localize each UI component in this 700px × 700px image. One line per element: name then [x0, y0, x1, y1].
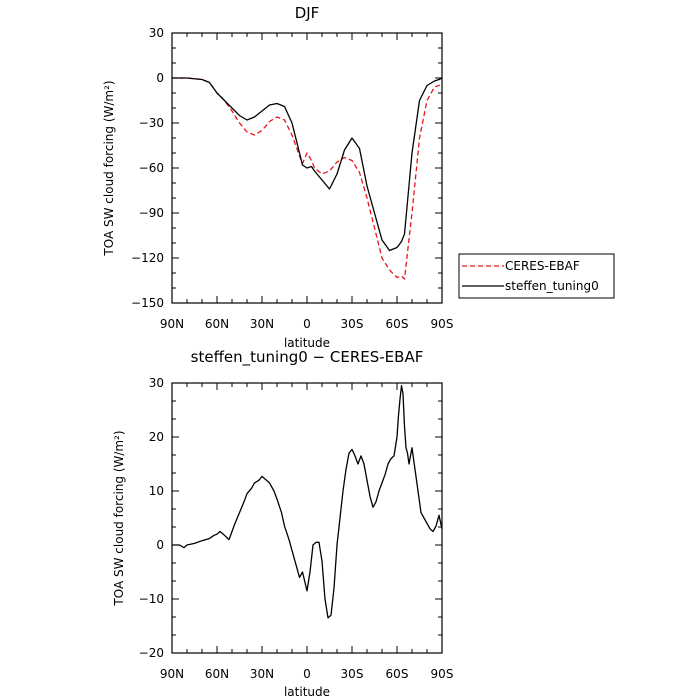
series-line-steffen-tuning0: [172, 77, 443, 252]
y-tick-label: 0: [156, 538, 164, 552]
y-tick-label: −60: [139, 161, 164, 175]
series-layer: [172, 385, 443, 619]
y-axis-label: TOA SW cloud forcing (W/m²): [102, 80, 116, 256]
x-tick-label: 0: [303, 667, 311, 681]
x-tick-label: 60N: [205, 667, 229, 681]
y-tick-label: −20: [139, 646, 164, 660]
x-tick-label: 90N: [160, 317, 184, 331]
x-tick-label: 90S: [431, 317, 454, 331]
chart-title: steffen_tuning0 − CERES-EBAF: [191, 348, 424, 367]
x-tick-label: 30N: [250, 667, 274, 681]
panel-difference: steffen_tuning0 − CERES-EBAF 90N 60N 30N 0 3…: [112, 348, 453, 699]
x-tick-label: 30S: [341, 317, 364, 331]
x-tick-label: 90N: [160, 667, 184, 681]
y-tick-label: 20: [149, 430, 164, 444]
x-tick-label: 30S: [341, 667, 364, 681]
x-tick-label: 60S: [386, 667, 409, 681]
axes-frame: [171, 382, 443, 654]
y-tick-label: −150: [131, 296, 164, 310]
series-line-difference: [172, 385, 443, 619]
x-tick-label: 90S: [431, 667, 454, 681]
series-layer: [172, 77, 443, 280]
y-tick-label: −10: [139, 592, 164, 606]
y-tick-label: −90: [139, 206, 164, 220]
y-tick-label: 10: [149, 484, 164, 498]
x-tick-label: 60N: [205, 317, 229, 331]
y-axis-label: TOA SW cloud forcing (W/m²): [112, 430, 126, 606]
x-axis-label: latitude: [284, 336, 330, 350]
panel-djf: DJF 90N 60N 30N 0 30S 60S 90S 30 0 −30 −60 −90 −120 −…: [102, 4, 453, 350]
y-tick-label: 0: [156, 71, 164, 85]
plot-frame: [171, 382, 443, 654]
x-tick-label: 30N: [250, 317, 274, 331]
legend-box: [458, 253, 615, 299]
y-tick-label: −30: [139, 116, 164, 130]
axis-ticks: 90N 60N 30N 0 30S 60S 90S 30 0 −30 −60 −90 −120 −150: [131, 26, 453, 331]
chart-title: DJF: [295, 4, 320, 22]
legend-label-steffen: steffen_tuning0: [505, 279, 599, 293]
legend-label-ceres: CERES-EBAF: [505, 259, 580, 273]
legend: CERES-EBAF steffen_tuning0: [458, 253, 615, 299]
y-tick-label: 30: [149, 26, 164, 40]
x-axis-label: latitude: [284, 685, 330, 699]
axis-ticks: 90N 60N 30N 0 30S 60S 90S 30 20 10 0 −10 −20: [139, 376, 454, 681]
x-tick-label: 0: [303, 317, 311, 331]
series-line-ceres-ebaf: [172, 77, 443, 280]
x-tick-label: 60S: [386, 317, 409, 331]
y-tick-label: −120: [131, 251, 164, 265]
y-tick-label: 30: [149, 376, 164, 390]
